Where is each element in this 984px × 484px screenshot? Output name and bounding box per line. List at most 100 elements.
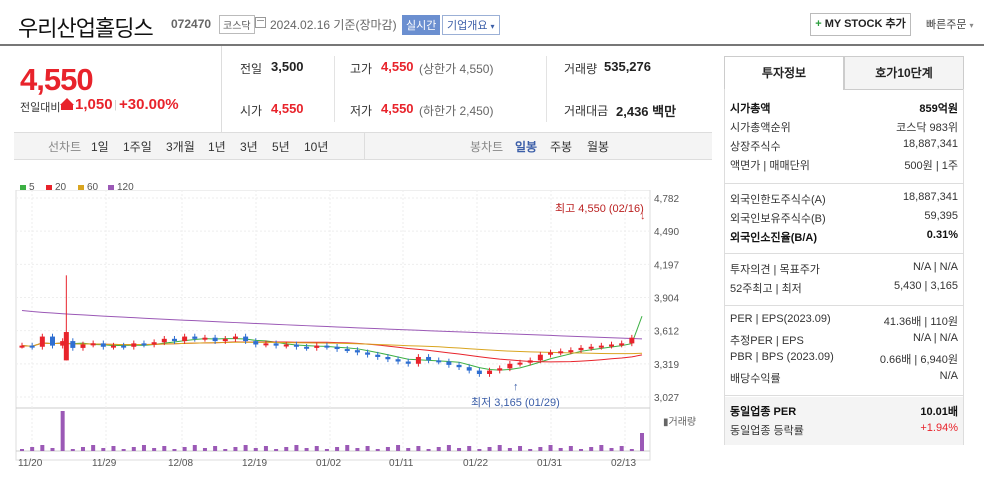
period-3m[interactable]: 3개월	[166, 140, 195, 154]
info-key: 동일업종 PER	[730, 406, 797, 418]
volume-bar	[314, 446, 319, 451]
volume-bar	[507, 448, 512, 451]
candle-body	[192, 336, 198, 339]
volume-bar	[263, 446, 268, 451]
info-value: 41.36배 | 110원	[883, 316, 958, 328]
date-text: 2024.02.16 기준(장마감)	[270, 18, 397, 32]
period-1d[interactable]: 1일	[91, 140, 109, 154]
candle-weekly[interactable]: 주봉	[550, 140, 573, 154]
x-tick-label: 12/08	[168, 458, 193, 469]
candle-body	[293, 344, 299, 347]
period-10y[interactable]: 10년	[304, 140, 329, 154]
candle-body	[365, 352, 371, 355]
volume-bar	[121, 449, 126, 451]
candle-body	[629, 337, 635, 344]
candle-body	[324, 345, 330, 348]
period-5y[interactable]: 5년	[272, 140, 290, 154]
candle-body	[80, 344, 86, 348]
high-sub: (상한가 4,550)	[419, 62, 494, 76]
company-info-button[interactable]: 기업개요 ▾	[442, 15, 500, 35]
change-label: 전일대비	[20, 102, 61, 114]
volume-bar	[457, 448, 462, 451]
info-value: N/A	[939, 370, 958, 382]
quick-order-button[interactable]: 빠른주문 ▾	[926, 16, 974, 32]
info-value: 코스닥 983위	[896, 122, 958, 134]
volume-bar	[294, 445, 299, 451]
volume-bar	[416, 446, 421, 451]
legend-ma120: 120	[117, 182, 134, 193]
volume-bar	[436, 447, 441, 451]
info-row: 동일업종 등락률 +1.94%	[730, 422, 958, 440]
up-arrow-icon	[60, 98, 74, 105]
info-row: 시가총액 859억원	[730, 100, 958, 118]
prev-label: 전일	[240, 62, 263, 76]
candle-body	[222, 338, 228, 342]
volume-bar	[50, 448, 55, 451]
volume-bar	[375, 449, 380, 451]
divider	[724, 305, 964, 306]
volume-bar	[365, 446, 370, 451]
tab-investment-info[interactable]: 투자정보	[724, 56, 844, 90]
candle-body	[49, 336, 55, 346]
period-1y[interactable]: 1년	[208, 140, 226, 154]
current-price: 4,550	[20, 62, 94, 97]
volume-bar	[528, 449, 533, 451]
volume-bar	[60, 411, 65, 451]
candle-body	[171, 338, 177, 342]
info-key: 시가총액	[730, 103, 771, 115]
candle-body	[568, 350, 574, 353]
info-row: 상장주식수 18,887,341	[730, 138, 958, 156]
period-3y[interactable]: 3년	[240, 140, 258, 154]
x-tick-label: 12/19	[242, 458, 267, 469]
candle-body	[375, 354, 381, 357]
candle-body	[548, 352, 554, 355]
candle-body	[415, 356, 421, 364]
info-row: 시가총액순위 코스닥 983위	[730, 119, 958, 137]
candle-body	[558, 351, 564, 354]
plus-icon: +	[815, 18, 822, 30]
volume-bar	[80, 447, 85, 451]
volume-bar	[467, 446, 472, 451]
candle-daily[interactable]: 일봉	[515, 140, 538, 154]
y-tick-label: 4,490	[654, 227, 679, 238]
period-1w[interactable]: 1주일	[123, 140, 152, 154]
chart-frame	[15, 190, 651, 461]
legend-ma60: 60	[87, 182, 99, 193]
volume-bar	[304, 448, 309, 451]
candle-body	[304, 346, 310, 349]
info-row: PER | EPS(2023.09) 41.36배 | 110원	[730, 313, 958, 331]
info-key: 외국인한도주식수(A)	[730, 194, 826, 206]
x-tick-label: 11/29	[92, 458, 117, 469]
open-label: 시가	[240, 104, 263, 118]
divider	[546, 56, 547, 122]
legend-ma120-swatch	[108, 185, 114, 191]
volume-bar	[274, 449, 279, 451]
volume-bar	[538, 447, 543, 451]
divider	[724, 183, 964, 184]
period-bar	[14, 132, 712, 160]
info-row: 외국인보유주식수(B) 59,395	[730, 210, 958, 228]
candle-body	[507, 363, 513, 369]
info-key: 배당수익률	[730, 373, 781, 385]
candle-monthly[interactable]: 월봉	[587, 140, 610, 154]
y-tick-label: 3,027	[654, 393, 679, 404]
mystock-add-button[interactable]: + MY STOCK 추가	[810, 13, 911, 36]
realtime-badge[interactable]: 실시간	[402, 15, 441, 35]
tab-orderbook[interactable]: 호가10단계	[844, 56, 964, 90]
candle-body	[598, 345, 604, 348]
info-value: 18,887,341	[902, 138, 958, 150]
price-chart[interactable]: 4,782 4,490 4,197 3,904 3,612 3,319 3,027 11/20…	[0, 190, 716, 480]
min-arrow-icon: ↑	[513, 381, 519, 393]
volume-bar	[141, 445, 146, 451]
volume-bar	[335, 447, 340, 451]
legend-ma5-swatch	[20, 185, 26, 191]
market-badge: 코스닥	[219, 15, 255, 34]
change-separator: |	[114, 99, 117, 111]
candle-body	[487, 370, 493, 374]
ma60-line	[21, 341, 643, 355]
volume-bar	[101, 448, 106, 451]
min-annotation: 최저 3,165 (01/29)	[471, 397, 560, 409]
x-tick-label: 02/13	[611, 458, 636, 469]
candle-body	[466, 367, 472, 371]
candle-body	[334, 346, 340, 350]
